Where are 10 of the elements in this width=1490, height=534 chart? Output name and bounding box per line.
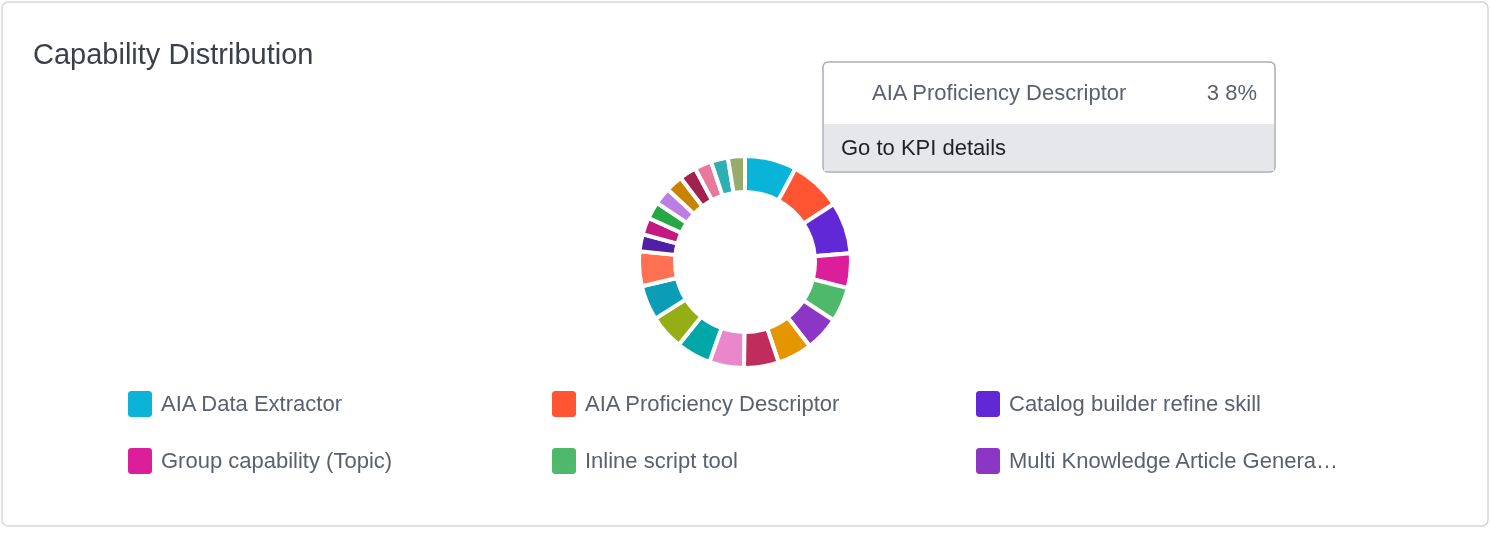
chart-title: Capability Distribution xyxy=(33,38,314,70)
legend-label: Multi Knowledge Article Genera… xyxy=(1009,448,1338,473)
legend-label: Catalog builder refine skill xyxy=(1009,391,1261,416)
legend-label: Group capability (Topic) xyxy=(161,448,393,473)
text: Go to KPI details xyxy=(841,135,1007,160)
text: AIA Proficiency Descriptor xyxy=(872,80,1127,105)
legend-label: Inline script tool xyxy=(585,448,738,473)
legend-label: AIA Proficiency Descriptor xyxy=(585,391,840,416)
legend-label: AIA Data Extractor xyxy=(161,391,342,416)
text: 3 8% xyxy=(1206,80,1257,105)
